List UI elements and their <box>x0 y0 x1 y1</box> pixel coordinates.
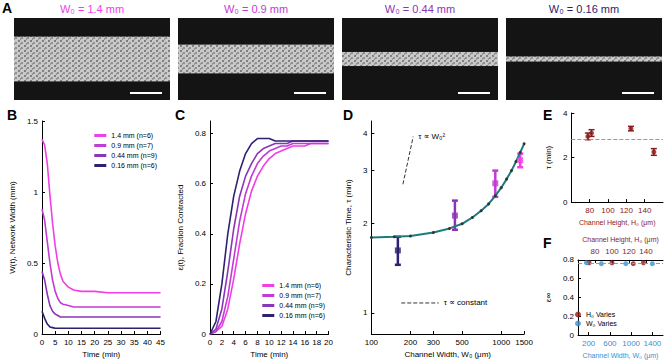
svg-text:0: 0 <box>40 338 45 347</box>
svg-text:τ ∝ constant: τ ∝ constant <box>444 298 488 307</box>
svg-text:1000: 1000 <box>492 338 510 347</box>
svg-text:0: 0 <box>202 330 207 339</box>
svg-text:0.4: 0.4 <box>195 229 207 238</box>
svg-text:Time (min): Time (min) <box>250 350 288 359</box>
svg-text:15: 15 <box>77 338 86 347</box>
svg-text:35: 35 <box>130 338 139 347</box>
svg-text:W₀ Varies: W₀ Varies <box>586 320 617 327</box>
svg-text:10: 10 <box>265 338 274 347</box>
svg-text:1000: 1000 <box>622 339 640 348</box>
svg-text:0.2: 0.2 <box>563 312 575 321</box>
svg-text:500: 500 <box>455 338 469 347</box>
svg-text:0.5: 0.5 <box>27 259 39 268</box>
svg-text:0.16 mm (n=6): 0.16 mm (n=6) <box>111 162 157 170</box>
svg-text:D: D <box>343 107 353 123</box>
svg-text:B: B <box>7 107 17 123</box>
svg-text:25: 25 <box>103 338 112 347</box>
svg-text:8: 8 <box>255 338 260 347</box>
svg-text:100: 100 <box>601 206 615 215</box>
svg-text:1500: 1500 <box>515 338 533 347</box>
svg-text:W₀ = 0.44 mm: W₀ = 0.44 mm <box>385 3 455 15</box>
svg-text:0.6: 0.6 <box>563 274 575 283</box>
svg-text:0.9 mm (n=7): 0.9 mm (n=7) <box>111 142 153 150</box>
svg-text:2: 2 <box>563 153 568 162</box>
svg-text:40: 40 <box>143 338 152 347</box>
svg-text:1.4 mm (n=6): 1.4 mm (n=6) <box>279 282 321 290</box>
svg-text:6: 6 <box>243 338 248 347</box>
svg-text:Channel Height, H₀ (μm): Channel Height, H₀ (μm) <box>579 219 656 227</box>
svg-text:120: 120 <box>620 206 634 215</box>
svg-text:0.9 mm (n=7): 0.9 mm (n=7) <box>279 292 321 300</box>
svg-text:16: 16 <box>300 338 309 347</box>
svg-text:1: 1 <box>363 308 368 317</box>
svg-text:1: 1 <box>34 188 39 197</box>
svg-text:ε(t), Fraction Contracted: ε(t), Fraction Contracted <box>176 185 185 271</box>
svg-text:0: 0 <box>34 330 39 339</box>
svg-text:0.16 mm (n=6): 0.16 mm (n=6) <box>279 312 325 320</box>
svg-text:0: 0 <box>570 331 575 340</box>
svg-text:0.44 mm (n=9): 0.44 mm (n=9) <box>111 152 157 160</box>
svg-text:1.5: 1.5 <box>27 117 39 126</box>
svg-text:1.4 mm (n=6): 1.4 mm (n=6) <box>111 132 153 140</box>
svg-text:3: 3 <box>363 166 368 175</box>
svg-text:A: A <box>2 0 12 16</box>
svg-text:Channel Width, W₀ (μm): Channel Width, W₀ (μm) <box>583 352 659 360</box>
svg-text:W(t), Network Width (mm): W(t), Network Width (mm) <box>8 181 17 274</box>
svg-text:200: 200 <box>404 338 418 347</box>
svg-text:200: 200 <box>582 339 596 348</box>
svg-text:80: 80 <box>585 206 594 215</box>
svg-text:45: 45 <box>156 338 165 347</box>
svg-text:140: 140 <box>639 247 653 256</box>
svg-text:30: 30 <box>117 338 126 347</box>
svg-text:4: 4 <box>232 338 237 347</box>
svg-text:H₀ Varies: H₀ Varies <box>586 311 616 318</box>
svg-text:2: 2 <box>220 338 225 347</box>
svg-text:0: 0 <box>208 338 213 347</box>
svg-text:0.44 mm (n=9): 0.44 mm (n=9) <box>279 302 325 310</box>
svg-text:20: 20 <box>324 338 333 347</box>
svg-text:W₀ = 0.9 mm: W₀ = 0.9 mm <box>224 3 288 15</box>
svg-text:600: 600 <box>603 339 617 348</box>
svg-text:0.8: 0.8 <box>195 129 207 138</box>
svg-text:100: 100 <box>605 247 619 256</box>
svg-text:τ (min): τ (min) <box>544 145 553 169</box>
svg-text:0.8: 0.8 <box>563 255 575 264</box>
svg-text:4: 4 <box>363 129 368 138</box>
svg-text:10: 10 <box>64 338 73 347</box>
svg-text:W₀ = 1.4 mm: W₀ = 1.4 mm <box>60 3 124 15</box>
svg-text:0: 0 <box>563 198 568 207</box>
svg-text:Channel Width, W₀ (μm): Channel Width, W₀ (μm) <box>404 350 491 359</box>
svg-text:0.4: 0.4 <box>563 293 575 302</box>
svg-text:Characteristic Time, τ (min): Characteristic Time, τ (min) <box>344 179 353 276</box>
svg-text:Channel Height, H₀ (μm): Channel Height, H₀ (μm) <box>582 236 659 244</box>
svg-text:20: 20 <box>90 338 99 347</box>
svg-text:W₀ = 0.16 mm: W₀ = 0.16 mm <box>549 3 619 15</box>
svg-text:C: C <box>175 107 185 123</box>
svg-text:ε∞: ε∞ <box>544 293 553 303</box>
svg-text:Time (min): Time (min) <box>82 350 120 359</box>
svg-text:0.6: 0.6 <box>195 179 207 188</box>
svg-text:F: F <box>543 235 552 251</box>
svg-text:E: E <box>543 107 552 123</box>
svg-text:τ ∝ W₀²: τ ∝ W₀² <box>418 132 445 141</box>
svg-text:2: 2 <box>363 219 368 228</box>
svg-text:14: 14 <box>289 338 298 347</box>
svg-text:80: 80 <box>591 247 600 256</box>
svg-text:0.2: 0.2 <box>195 279 207 288</box>
svg-text:300: 300 <box>427 338 441 347</box>
svg-text:4: 4 <box>563 109 568 118</box>
svg-text:5: 5 <box>53 338 58 347</box>
svg-text:12: 12 <box>277 338 286 347</box>
svg-text:120: 120 <box>622 247 636 256</box>
svg-text:140: 140 <box>638 206 652 215</box>
svg-text:1400: 1400 <box>643 339 661 348</box>
svg-text:18: 18 <box>312 338 321 347</box>
svg-text:100: 100 <box>365 338 379 347</box>
